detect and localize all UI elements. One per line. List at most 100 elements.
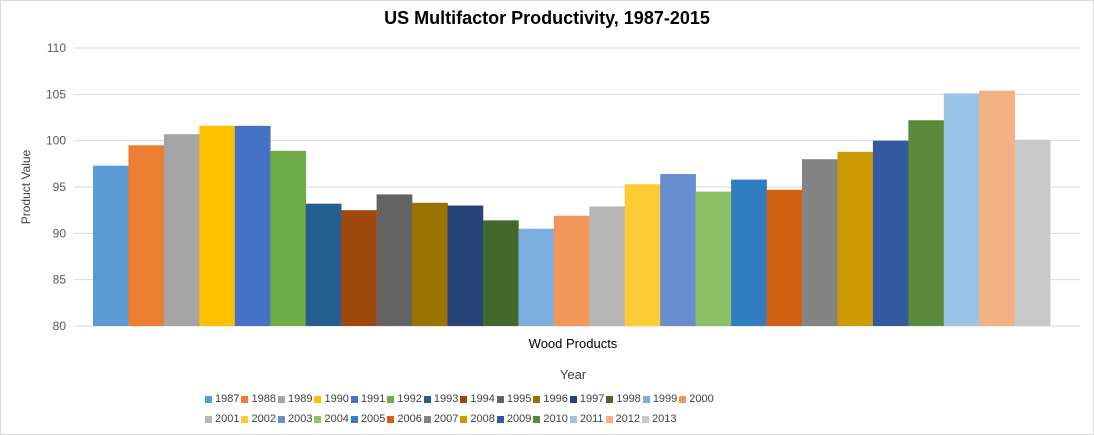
legend-item: 1991 <box>350 393 386 405</box>
bar-2002 <box>624 184 661 326</box>
legend-swatch <box>641 415 649 423</box>
legend-label: 1987 <box>215 393 240 405</box>
bar-2010 <box>908 120 945 326</box>
legend-label: 2006 <box>397 413 422 425</box>
legend-label: 1993 <box>433 393 459 405</box>
bar-1991 <box>234 125 271 326</box>
bar-2004 <box>695 191 732 326</box>
legend-row: 1987 1988 1989 1990 1991 1992 1993 1994 1995 1996… <box>205 389 805 409</box>
bar-2001 <box>589 206 626 326</box>
bar-2009 <box>872 140 909 326</box>
legend-swatch <box>277 395 285 403</box>
legend-label: 2007 <box>433 413 459 425</box>
legend-label: 2001 <box>215 413 240 425</box>
legend-label: 2008 <box>470 413 495 425</box>
legend-label: 2009 <box>506 413 532 425</box>
legend-row: 2001 2002 2003 2004 2005 2006 2007 2008 2009 2010… <box>205 409 805 429</box>
legend-swatch <box>241 395 249 403</box>
bar-1990 <box>199 125 236 326</box>
bars <box>93 90 1051 326</box>
legend-item: 1999 <box>642 393 677 405</box>
bar-1989 <box>163 134 200 326</box>
bar-1987 <box>93 165 129 326</box>
y-tick-label: 85 <box>53 273 67 287</box>
legend-label: 2000 <box>689 393 714 405</box>
legend-swatch <box>205 395 212 403</box>
bar-2005 <box>731 179 767 326</box>
legend-swatch <box>314 395 322 403</box>
legend-swatch <box>423 415 431 423</box>
bar-1996 <box>412 202 448 326</box>
bar-2000 <box>553 215 590 326</box>
legend-swatch <box>387 415 395 423</box>
chart-title: US Multifactor Productivity, 1987-2015 <box>384 8 710 28</box>
legend-item: 2012 <box>605 413 640 425</box>
legend-label: 2013 <box>651 413 677 425</box>
legend-label: 2011 <box>579 413 604 425</box>
legend-item: 1993 <box>423 393 459 405</box>
legend-swatch <box>605 415 613 423</box>
legend-label: 1995 <box>506 393 532 405</box>
legend-item: 2003 <box>277 413 312 425</box>
legend-swatch <box>496 395 504 403</box>
bar-2011 <box>943 93 980 326</box>
bar-2008 <box>837 151 874 326</box>
legend-label: 1994 <box>470 393 495 405</box>
legend-item: 2010 <box>533 413 568 425</box>
bar-1988 <box>128 145 165 326</box>
legend-item: 2013 <box>641 413 677 425</box>
legend-item: 1987 <box>205 393 239 405</box>
bar-1997 <box>447 205 484 326</box>
bar-2007 <box>802 159 838 326</box>
legend-swatch <box>606 395 614 403</box>
legend-swatch <box>642 395 650 403</box>
legend-label: 1990 <box>324 393 349 405</box>
legend-label: 2005 <box>360 413 386 425</box>
legend-label: 2010 <box>543 413 568 425</box>
legend-label: 1992 <box>397 393 422 405</box>
legend-item: 1990 <box>314 393 349 405</box>
legend-item: 1989 <box>277 393 313 405</box>
chart-plot: 80 85 90 95 100 105 110 Product Value Wood Pro… <box>19 41 1080 382</box>
legend-label: 2004 <box>324 413 349 425</box>
bar-1992 <box>270 150 306 326</box>
legend-item: 2004 <box>314 413 349 425</box>
legend-item: 1994 <box>460 393 495 405</box>
legend-item: 2000 <box>679 393 714 405</box>
legend-swatch <box>387 395 395 403</box>
legend-swatch <box>277 415 285 423</box>
bar-2003 <box>660 174 696 326</box>
y-tick-label: 105 <box>46 87 66 101</box>
bar-2012 <box>979 90 1015 326</box>
bar-1993 <box>305 203 342 326</box>
x-axis-label: Year <box>560 367 587 382</box>
legend-item: 1988 <box>241 393 276 405</box>
legend-item: 2002 <box>241 413 276 425</box>
bar-1995 <box>376 194 413 326</box>
legend-swatch <box>314 415 322 423</box>
legend-label: 1997 <box>579 393 605 405</box>
legend-item: 2006 <box>387 413 422 425</box>
legend-item: 2001 <box>205 413 239 425</box>
legend-swatch <box>496 415 504 423</box>
y-axis-label: Product Value <box>19 149 33 224</box>
bar-1994 <box>341 210 377 326</box>
bar-1999 <box>518 228 555 326</box>
legend-label: 1988 <box>251 393 276 405</box>
axes: 80 85 90 95 100 105 110 <box>46 41 66 333</box>
legend-item: 2009 <box>496 413 532 425</box>
legend-swatch <box>533 415 541 423</box>
legend-swatch <box>205 415 212 423</box>
bar-2006 <box>766 189 803 326</box>
legend-label: 2002 <box>251 413 276 425</box>
legend-label: 1991 <box>360 393 386 405</box>
legend-item: 2008 <box>460 413 495 425</box>
legend-swatch <box>569 395 577 403</box>
legend-item: 1997 <box>569 393 605 405</box>
legend-label: 1996 <box>543 393 568 405</box>
x-category-label: Wood Products <box>529 336 618 351</box>
legend-swatch <box>460 395 468 403</box>
legend-label: 1989 <box>287 393 313 405</box>
legend-label: 2012 <box>615 413 640 425</box>
legend-swatch <box>679 395 687 403</box>
